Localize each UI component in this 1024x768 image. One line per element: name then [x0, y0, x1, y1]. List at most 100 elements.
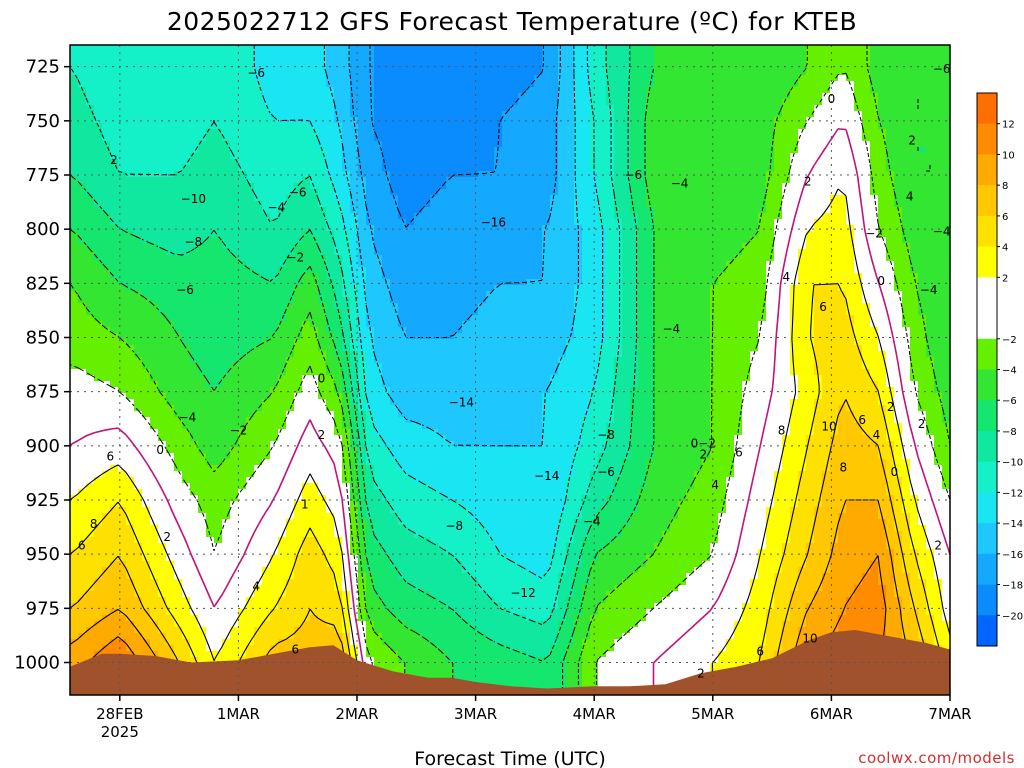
- field-cell: [470, 117, 479, 124]
- field-cell: [566, 183, 575, 190]
- field-cell: [742, 213, 751, 220]
- field-cell: [750, 129, 759, 136]
- field-cell: [814, 105, 823, 112]
- field-cell: [214, 279, 223, 286]
- field-cell: [782, 177, 791, 184]
- field-cell: [94, 87, 103, 94]
- field-cell: [406, 51, 415, 58]
- field-cell: [886, 309, 895, 316]
- field-cell: [382, 261, 391, 268]
- field-cell: [470, 123, 479, 130]
- field-cell: [574, 129, 583, 136]
- field-cell: [566, 129, 575, 136]
- field-cell: [70, 141, 79, 148]
- field-cell: [566, 309, 575, 316]
- field-cell: [326, 279, 335, 286]
- field-cell: [150, 183, 159, 190]
- field-cell: [302, 195, 311, 202]
- field-cell: [262, 291, 271, 298]
- field-cell: [902, 75, 911, 82]
- field-cell: [262, 231, 271, 238]
- field-cell: [462, 165, 471, 172]
- field-cell: [126, 99, 135, 106]
- field-cell: [646, 225, 655, 232]
- field-cell: [302, 87, 311, 94]
- field-cell: [94, 141, 103, 148]
- field-cell: [286, 267, 295, 274]
- field-cell: [782, 159, 791, 166]
- field-cell: [238, 75, 247, 82]
- field-cell: [814, 279, 823, 286]
- field-cell: [214, 291, 223, 298]
- field-cell: [278, 309, 287, 316]
- field-cell: [494, 309, 503, 316]
- field-cell: [358, 57, 367, 64]
- field-cell: [510, 225, 519, 232]
- field-cell: [694, 141, 703, 148]
- field-cell: [806, 141, 815, 148]
- field-cell: [350, 105, 359, 112]
- field-cell: [894, 183, 903, 190]
- field-cell: [718, 207, 727, 214]
- field-cell: [70, 237, 79, 244]
- field-cell: [150, 213, 159, 220]
- field-cell: [406, 255, 415, 262]
- field-cell: [742, 141, 751, 148]
- field-cell: [870, 165, 879, 172]
- field-cell: [558, 171, 567, 178]
- field-cell: [558, 123, 567, 130]
- field-cell: [158, 141, 167, 148]
- field-cell: [606, 141, 615, 148]
- field-cell: [630, 201, 639, 208]
- field-cell: [214, 159, 223, 166]
- field-cell: [606, 51, 615, 58]
- field-cell: [582, 177, 591, 184]
- field-cell: [878, 159, 887, 166]
- field-cell: [406, 243, 415, 250]
- field-cell: [430, 153, 439, 160]
- field-cell: [918, 93, 927, 100]
- field-cell: [390, 261, 399, 268]
- field-cell: [446, 75, 455, 82]
- field-cell: [246, 63, 255, 70]
- field-cell: [670, 135, 679, 142]
- field-cell: [430, 177, 439, 184]
- field-cell: [262, 249, 271, 256]
- field-cell: [78, 75, 87, 82]
- field-cell: [926, 255, 935, 262]
- field-cell: [766, 45, 775, 52]
- field-cell: [862, 81, 871, 88]
- field-cell: [294, 249, 303, 256]
- field-cell: [542, 225, 551, 232]
- field-cell: [662, 195, 671, 202]
- field-cell: [598, 207, 607, 214]
- field-cell: [438, 153, 447, 160]
- field-cell: [478, 171, 487, 178]
- field-cell: [118, 225, 127, 232]
- field-cell: [830, 267, 839, 274]
- field-cell: [790, 165, 799, 172]
- field-cell: [686, 219, 695, 226]
- field-cell: [774, 231, 783, 238]
- field-cell: [590, 279, 599, 286]
- field-cell: [814, 231, 823, 238]
- field-cell: [534, 171, 543, 178]
- field-cell: [710, 297, 719, 304]
- field-cell: [806, 105, 815, 112]
- field-cell: [718, 237, 727, 244]
- field-cell: [702, 57, 711, 64]
- field-cell: [614, 87, 623, 94]
- field-cell: [70, 177, 79, 184]
- field-cell: [246, 141, 255, 148]
- field-cell: [350, 81, 359, 88]
- field-cell: [742, 111, 751, 118]
- field-cell: [878, 213, 887, 220]
- field-cell: [518, 141, 527, 148]
- field-cell: [822, 147, 831, 154]
- field-cell: [470, 45, 479, 52]
- field-cell: [830, 117, 839, 124]
- field-cell: [398, 273, 407, 280]
- field-cell: [254, 249, 263, 256]
- field-cell: [446, 165, 455, 172]
- field-cell: [814, 243, 823, 250]
